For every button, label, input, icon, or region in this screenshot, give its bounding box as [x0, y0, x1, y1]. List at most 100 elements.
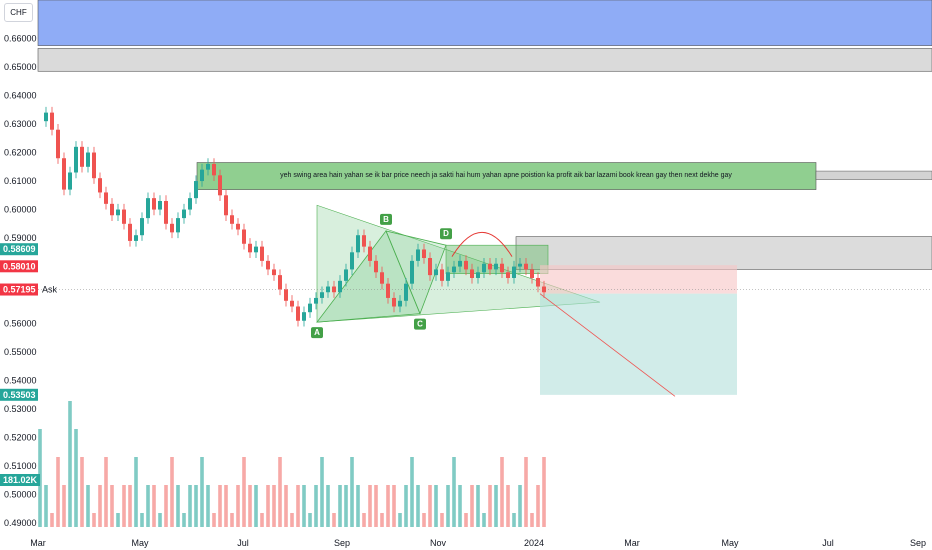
candle-body — [86, 152, 90, 167]
candle-body — [92, 152, 96, 179]
volume-bar — [122, 485, 126, 527]
zone-grey-right — [815, 170, 932, 180]
x-tick-label: 2024 — [524, 538, 544, 548]
candle-body — [536, 277, 540, 287]
x-tick-label: Sep — [334, 538, 350, 548]
volume-bar — [50, 513, 54, 527]
volume-bar — [380, 513, 384, 527]
candle-body — [56, 129, 60, 159]
candle-body — [266, 260, 270, 270]
volume-bar — [482, 513, 486, 527]
candle-body — [362, 235, 366, 247]
candle-body — [476, 272, 480, 278]
y-tick-label: 0.51000 — [4, 461, 37, 471]
point-C-label: C — [417, 320, 423, 329]
y-tick-label: 0.61000 — [4, 176, 37, 186]
point-B-label: B — [383, 215, 389, 224]
volume-bar — [278, 457, 282, 527]
volume-bar — [398, 513, 402, 527]
point-B-badge — [380, 213, 392, 225]
volume-bar — [260, 513, 264, 527]
candle-body — [350, 252, 354, 270]
y-tick-label: 0.66000 — [4, 33, 37, 43]
volume-bar — [368, 485, 372, 527]
price-badge-text: 0.53503 — [3, 390, 36, 400]
volume-bar — [422, 513, 426, 527]
volume-bar — [446, 485, 450, 527]
volume-bar — [410, 457, 414, 527]
candle-body — [296, 306, 300, 321]
volume-bar — [218, 485, 222, 527]
candle-body — [146, 198, 150, 219]
volume-bar — [116, 513, 120, 527]
volume-bar — [176, 485, 180, 527]
volume-bar — [56, 457, 60, 527]
volume-bar — [542, 457, 546, 527]
volume-bar — [476, 485, 480, 527]
symbol-label[interactable]: CHF — [4, 3, 33, 22]
ask-label: Ask — [42, 285, 58, 295]
volume-bar — [434, 485, 438, 527]
volume-bar — [212, 513, 216, 527]
candle-body — [182, 209, 186, 219]
volume-bar — [128, 485, 132, 527]
candle-body — [218, 175, 222, 196]
volume-bar — [308, 513, 312, 527]
candle-body — [290, 300, 294, 307]
candle-body — [284, 289, 288, 301]
point-C-badge — [414, 318, 426, 330]
candle-body — [260, 246, 264, 261]
volume-bar — [416, 485, 420, 527]
candle-body — [152, 198, 156, 210]
volume-bar — [530, 513, 534, 527]
candle-body — [170, 223, 174, 233]
candle-body — [110, 203, 114, 216]
volume-bar — [224, 485, 228, 527]
y-tick-label: 0.63000 — [4, 119, 37, 129]
volume-bar — [272, 485, 276, 527]
volume-bar — [344, 485, 348, 527]
candle-body — [374, 260, 378, 273]
volume-bar — [152, 485, 156, 527]
volume-bar — [230, 513, 234, 527]
x-tick-label: Mar — [624, 538, 640, 548]
price-badge — [0, 388, 38, 401]
volume-bar — [488, 485, 492, 527]
y-tick-label: 0.54000 — [4, 376, 37, 386]
volume-bar — [206, 485, 210, 527]
candle-body — [74, 146, 78, 173]
candle-body — [242, 229, 246, 244]
volume-bar — [248, 485, 252, 527]
candle-body — [194, 181, 198, 199]
point-D-label: D — [443, 229, 449, 238]
candle-body — [200, 169, 204, 182]
candle-body — [116, 209, 120, 216]
volume-bar — [92, 513, 96, 527]
candle-body — [302, 312, 306, 321]
candle-body — [410, 260, 414, 284]
volume-bar — [44, 485, 48, 527]
candle-body — [452, 266, 456, 273]
candle-body — [224, 195, 228, 216]
volume-bar — [518, 485, 522, 527]
volume-bar — [164, 485, 168, 527]
candle-body — [320, 292, 324, 298]
x-tick-label: Sep — [910, 538, 926, 548]
candle-body — [458, 260, 462, 267]
x-tick-label: Jul — [237, 538, 249, 548]
volume-bar — [470, 485, 474, 527]
candle-body — [176, 218, 180, 233]
volume-bar — [302, 485, 306, 527]
candle-body — [128, 223, 132, 241]
candle-body — [368, 246, 372, 261]
volume-bar — [266, 485, 270, 527]
x-tick-label: Nov — [430, 538, 447, 548]
volume-bar — [290, 513, 294, 527]
candle-body — [386, 283, 390, 298]
projection-line — [539, 293, 676, 397]
candle-body — [248, 243, 252, 253]
price-badge — [0, 260, 38, 273]
volume-bar — [62, 485, 66, 527]
candle-body — [236, 223, 240, 230]
